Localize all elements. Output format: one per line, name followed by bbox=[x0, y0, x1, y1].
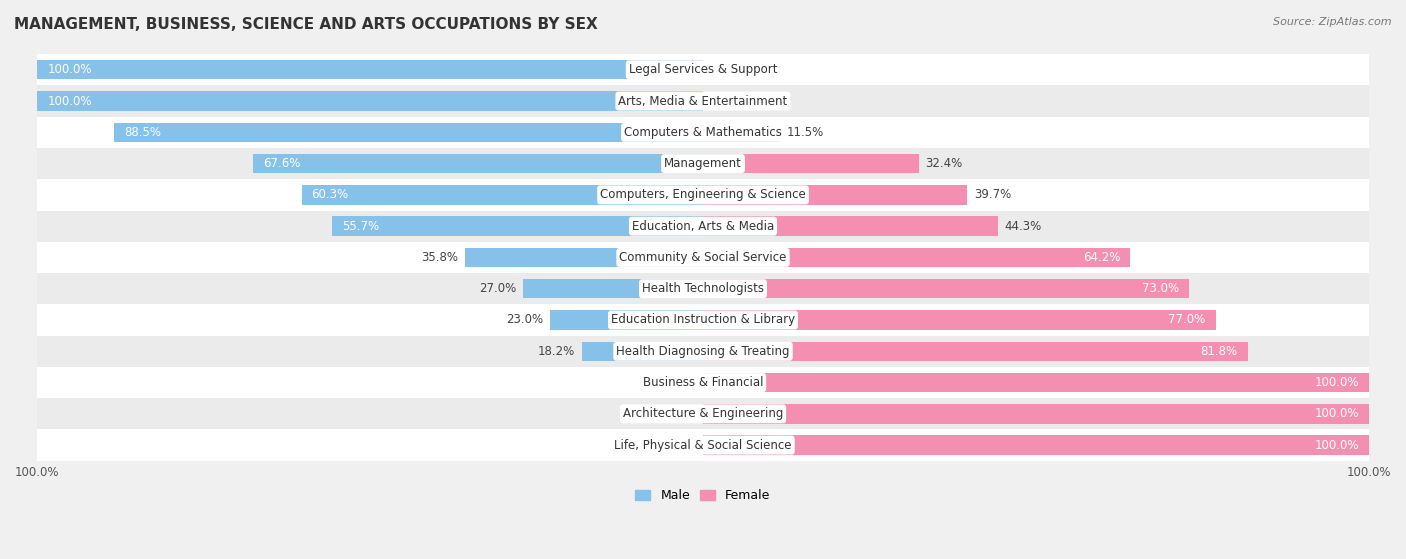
Bar bbox=[37, 91, 703, 111]
Bar bbox=[703, 279, 1189, 299]
Text: Computers & Mathematics: Computers & Mathematics bbox=[624, 126, 782, 139]
Bar bbox=[37, 148, 1369, 179]
Text: Legal Services & Support: Legal Services & Support bbox=[628, 63, 778, 76]
Bar bbox=[37, 304, 1369, 335]
Bar bbox=[37, 60, 703, 79]
Text: 100.0%: 100.0% bbox=[1315, 408, 1358, 420]
Bar bbox=[332, 216, 703, 236]
Text: 100.0%: 100.0% bbox=[48, 94, 91, 107]
Text: 77.0%: 77.0% bbox=[1168, 314, 1205, 326]
Text: Arts, Media & Entertainment: Arts, Media & Entertainment bbox=[619, 94, 787, 107]
Legend: Male, Female: Male, Female bbox=[630, 484, 776, 508]
Bar bbox=[37, 211, 1369, 242]
Text: 0.0%: 0.0% bbox=[713, 63, 742, 76]
Text: 0.0%: 0.0% bbox=[713, 94, 742, 107]
Bar bbox=[703, 342, 1247, 361]
Text: Community & Social Service: Community & Social Service bbox=[619, 251, 787, 264]
Text: 44.3%: 44.3% bbox=[1004, 220, 1042, 233]
Text: Management: Management bbox=[664, 157, 742, 170]
Text: 73.0%: 73.0% bbox=[1142, 282, 1180, 295]
Text: Education Instruction & Library: Education Instruction & Library bbox=[612, 314, 794, 326]
Text: 0.0%: 0.0% bbox=[664, 408, 693, 420]
Bar bbox=[114, 122, 703, 142]
Text: 100.0%: 100.0% bbox=[48, 63, 91, 76]
Text: 23.0%: 23.0% bbox=[506, 314, 543, 326]
Text: Architecture & Engineering: Architecture & Engineering bbox=[623, 408, 783, 420]
Text: Life, Physical & Social Science: Life, Physical & Social Science bbox=[614, 439, 792, 452]
Bar bbox=[37, 398, 1369, 429]
Bar bbox=[703, 216, 998, 236]
Text: 60.3%: 60.3% bbox=[312, 188, 349, 201]
Text: Health Diagnosing & Treating: Health Diagnosing & Treating bbox=[616, 345, 790, 358]
Text: 64.2%: 64.2% bbox=[1083, 251, 1121, 264]
Text: MANAGEMENT, BUSINESS, SCIENCE AND ARTS OCCUPATIONS BY SEX: MANAGEMENT, BUSINESS, SCIENCE AND ARTS O… bbox=[14, 17, 598, 32]
Text: 0.0%: 0.0% bbox=[664, 376, 693, 389]
Bar bbox=[703, 248, 1130, 267]
Bar bbox=[253, 154, 703, 173]
Bar bbox=[550, 310, 703, 330]
Text: 35.8%: 35.8% bbox=[420, 251, 458, 264]
Text: Computers, Engineering & Science: Computers, Engineering & Science bbox=[600, 188, 806, 201]
Text: 32.4%: 32.4% bbox=[925, 157, 963, 170]
Bar bbox=[523, 279, 703, 299]
Bar bbox=[37, 117, 1369, 148]
Bar bbox=[37, 242, 1369, 273]
Bar bbox=[703, 154, 918, 173]
Text: Education, Arts & Media: Education, Arts & Media bbox=[631, 220, 775, 233]
Text: Health Technologists: Health Technologists bbox=[643, 282, 763, 295]
Bar bbox=[37, 429, 1369, 461]
Text: Business & Financial: Business & Financial bbox=[643, 376, 763, 389]
Bar bbox=[582, 342, 703, 361]
Bar bbox=[37, 86, 1369, 117]
Bar bbox=[37, 335, 1369, 367]
Text: 11.5%: 11.5% bbox=[786, 126, 824, 139]
Bar bbox=[703, 185, 967, 205]
Text: Source: ZipAtlas.com: Source: ZipAtlas.com bbox=[1274, 17, 1392, 27]
Text: 55.7%: 55.7% bbox=[342, 220, 380, 233]
Bar bbox=[301, 185, 703, 205]
Bar bbox=[703, 404, 1369, 424]
Bar bbox=[37, 273, 1369, 304]
Text: 18.2%: 18.2% bbox=[538, 345, 575, 358]
Text: 88.5%: 88.5% bbox=[124, 126, 160, 139]
Text: 67.6%: 67.6% bbox=[263, 157, 301, 170]
Bar bbox=[37, 54, 1369, 86]
Bar bbox=[464, 248, 703, 267]
Bar bbox=[703, 435, 1369, 455]
Text: 27.0%: 27.0% bbox=[479, 282, 516, 295]
Text: 81.8%: 81.8% bbox=[1201, 345, 1237, 358]
Text: 100.0%: 100.0% bbox=[1315, 376, 1358, 389]
Text: 39.7%: 39.7% bbox=[974, 188, 1011, 201]
Text: 0.0%: 0.0% bbox=[664, 439, 693, 452]
Bar bbox=[703, 122, 779, 142]
Text: 100.0%: 100.0% bbox=[1315, 439, 1358, 452]
Bar bbox=[37, 367, 1369, 398]
Bar bbox=[703, 373, 1369, 392]
Bar bbox=[703, 310, 1216, 330]
Bar bbox=[37, 179, 1369, 211]
